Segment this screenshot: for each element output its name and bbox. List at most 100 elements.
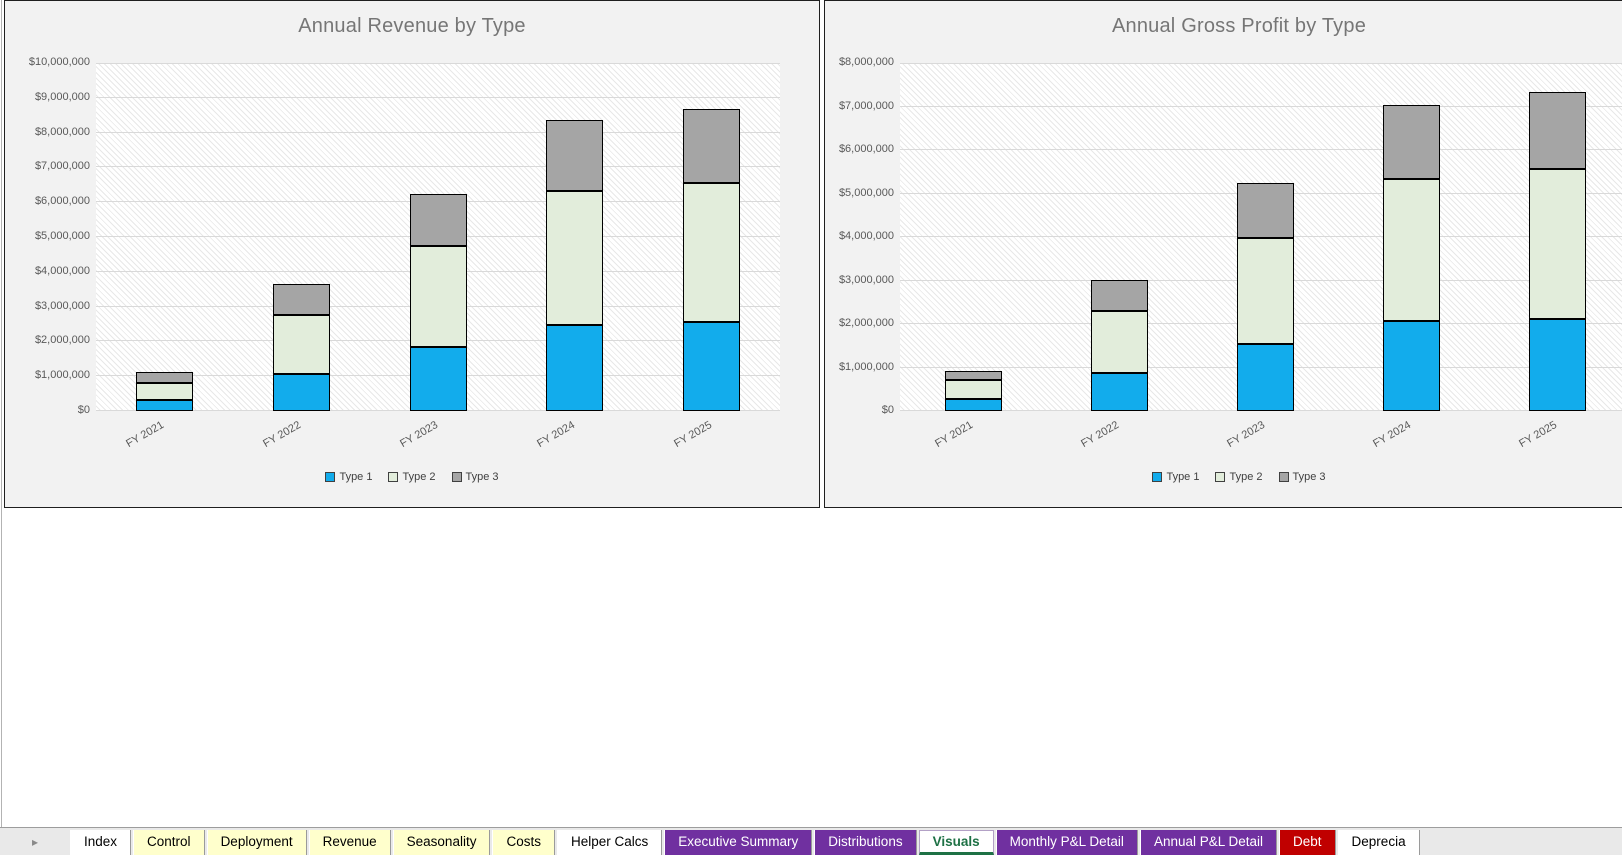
sheet-tab-costs[interactable]: Costs (492, 830, 555, 855)
y-axis-tick-label: $1,000,000 (34, 369, 90, 382)
y-axis-tick-label: $6,000,000 (34, 195, 90, 208)
y-gridline (96, 166, 780, 168)
y-gridline (96, 63, 780, 64)
sheet-tab-visuals[interactable]: Visuals (918, 830, 994, 855)
bar-segment-type-2-fy-2025[interactable] (1528, 169, 1586, 320)
chart-annual-revenue-by-type[interactable]: Annual Revenue by Type $0 $1,000,000 $2,000… (4, 0, 820, 508)
bar-segment-type-2-fy-2022[interactable] (272, 315, 330, 375)
legend-label: Type 3 (465, 471, 499, 483)
sheet-left-border (1, 0, 2, 827)
sheet-tab-control[interactable]: Control (133, 830, 205, 855)
chart-title: Annual Gross Profit by Type (1111, 15, 1367, 37)
y-axis-tick-label: $8,000,000 (34, 125, 90, 138)
bar-segment-type-3-fy-2024[interactable] (546, 120, 604, 191)
legend-item-type-2[interactable]: Type 2 (1215, 471, 1263, 483)
legend-item-type-1[interactable]: Type 1 (325, 471, 372, 483)
bar-segment-type-3-fy-2025[interactable] (683, 109, 741, 184)
x-axis-tick-label: FY 2023 (398, 419, 440, 451)
legend-item-type-1[interactable]: Type 1 (1152, 471, 1199, 483)
y-axis-tick-label: $4,000,000 (838, 230, 894, 242)
bar-segment-type-1-fy-2021[interactable] (944, 399, 1002, 411)
x-axis-tick-label: FY 2025 (1517, 419, 1559, 451)
bar-segment-type-2-fy-2021[interactable] (944, 379, 1002, 400)
bar-segment-type-2-fy-2023[interactable] (409, 245, 467, 347)
x-axis-tick-label: FY 2025 (671, 419, 714, 451)
sheet-tab-distributions[interactable]: Distributions (814, 830, 917, 855)
bar-segment-type-3-fy-2021[interactable] (135, 372, 193, 383)
legend-swatch-icon (451, 472, 462, 482)
legend-label: Type 2 (402, 471, 436, 483)
chart-legend: Type 1 Type 2 Type 3 (5, 471, 819, 483)
y-axis-tick-label: $0 (881, 404, 894, 416)
legend-swatch-icon (1278, 472, 1289, 482)
bar-segment-type-3-fy-2023[interactable] (409, 193, 467, 246)
legend-label: Type 1 (339, 471, 373, 483)
sheet-tab-monthly-p-l-detail[interactable]: Monthly P&L Detail (995, 830, 1138, 855)
sheet-tab-deployment[interactable]: Deployment (206, 830, 307, 855)
bar-segment-type-3-fy-2022[interactable] (272, 283, 330, 316)
y-gridline (900, 63, 1622, 64)
legend-item-type-3[interactable]: Type 3 (451, 471, 499, 483)
y-axis-tick-label: $2,000,000 (34, 334, 90, 347)
x-axis-tick-label: FY 2024 (534, 419, 577, 451)
x-axis-tick-label: FY 2022 (261, 419, 304, 451)
legend-swatch-icon (1152, 472, 1163, 482)
bar-segment-type-2-fy-2024[interactable] (546, 190, 604, 325)
bar-segment-type-1-fy-2023[interactable] (409, 346, 467, 411)
bar-segment-type-2-fy-2023[interactable] (1236, 237, 1294, 345)
bar-segment-type-3-fy-2024[interactable] (1382, 104, 1440, 179)
sheet-tab-executive-summary[interactable]: Executive Summary (664, 830, 813, 855)
x-axis-tick-label: FY 2022 (1079, 419, 1121, 451)
y-axis-tick-label: $5,000,000 (34, 230, 90, 242)
bar-segment-type-1-fy-2022[interactable] (1090, 372, 1148, 411)
sheet-tab-bar: ▸ Index Control Deployment Revenue Seasonali… (0, 827, 1622, 855)
y-axis-tick-label: $2,000,000 (838, 317, 894, 329)
legend-item-type-2[interactable]: Type 2 (388, 471, 436, 483)
y-gridline (96, 131, 780, 133)
x-axis-tick-label: FY 2021 (124, 419, 167, 451)
x-axis-tick-label: FY 2021 (933, 419, 975, 451)
y-axis-tick-label: $10,000,000 (28, 56, 90, 68)
y-axis-tick-label: $9,000,000 (34, 90, 90, 103)
y-gridline (900, 149, 1622, 150)
bar-segment-type-2-fy-2025[interactable] (683, 183, 741, 323)
sheet-tab-index[interactable]: Index (70, 830, 132, 855)
bar-segment-type-1-fy-2023[interactable] (1236, 344, 1294, 411)
sheet-tab-seasonality[interactable]: Seasonality (392, 830, 491, 855)
bar-segment-type-3-fy-2022[interactable] (1090, 279, 1148, 311)
bar-segment-type-1-fy-2022[interactable] (272, 374, 330, 411)
chart-legend: Type 1 Type 2 Type 3 (825, 471, 1622, 483)
bar-segment-type-3-fy-2023[interactable] (1236, 182, 1294, 238)
bar-segment-type-3-fy-2025[interactable] (1528, 92, 1586, 170)
legend-item-type-3[interactable]: Type 3 (1278, 471, 1326, 483)
chart-title: Annual Revenue by Type (298, 15, 526, 37)
bar-segment-type-1-fy-2025[interactable] (683, 322, 741, 411)
y-axis-tick-label: $1,000,000 (838, 360, 894, 373)
y-axis-tick-label: $8,000,000 (838, 56, 894, 68)
bar-segment-type-1-fy-2024[interactable] (1382, 321, 1440, 411)
y-axis-tick-label: $0 (77, 404, 90, 416)
legend-label: Type 1 (1166, 471, 1200, 483)
y-axis-tick-label: $4,000,000 (34, 264, 90, 277)
bar-segment-type-1-fy-2025[interactable] (1528, 319, 1586, 411)
legend-label: Type 3 (1292, 471, 1326, 483)
sheet-tab-debt[interactable]: Debt (1279, 830, 1336, 855)
sheet-nav-arrow-icon[interactable]: ▸ (31, 834, 39, 849)
sheet-tab-annual-p-l-detail[interactable]: Annual P&L Detail (1139, 830, 1278, 855)
bar-segment-type-2-fy-2022[interactable] (1090, 310, 1148, 373)
bar-segment-type-3-fy-2021[interactable] (944, 370, 1002, 380)
sheet-tab-deprecia[interactable]: Deprecia (1337, 830, 1420, 855)
bar-segment-type-1-fy-2024[interactable] (546, 324, 604, 411)
sheet-tab-revenue[interactable]: Revenue (308, 830, 391, 855)
y-axis-tick-label: $3,000,000 (838, 273, 894, 286)
y-axis-tick-label: $5,000,000 (838, 186, 894, 199)
y-axis-tick-label: $3,000,000 (34, 299, 90, 312)
bar-segment-type-2-fy-2021[interactable] (135, 382, 193, 400)
chart-annual-gross-profit-by-type[interactable]: Annual Gross Profit by Type $0 $1,000,000 $… (824, 0, 1622, 508)
bar-segment-type-2-fy-2024[interactable] (1382, 178, 1440, 322)
x-axis-tick-label: FY 2023 (1225, 419, 1267, 451)
bar-segment-type-1-fy-2021[interactable] (135, 399, 193, 411)
sheet-tab-helper-calcs[interactable]: Helper Calcs (556, 830, 663, 855)
y-axis-tick-label: $6,000,000 (838, 143, 894, 155)
